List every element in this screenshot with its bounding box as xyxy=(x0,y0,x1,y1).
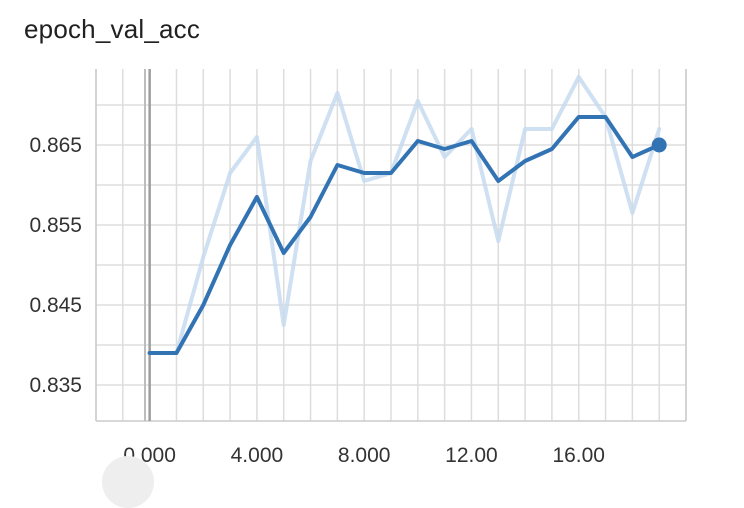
series-line-smoothed xyxy=(147,115,662,355)
x-tick-label: 12.00 xyxy=(445,444,498,467)
end-point-marker xyxy=(651,137,667,153)
axes xyxy=(95,69,687,422)
x-tick-label: 8.000 xyxy=(338,444,391,467)
y-tick-label: 0.855 xyxy=(29,214,82,237)
series-layer xyxy=(147,75,662,355)
y-tick-label: 0.845 xyxy=(29,294,82,317)
y-tick-label: 0.865 xyxy=(29,134,82,157)
chart-title: epoch_val_acc xyxy=(24,14,201,44)
x-tick-label: 16.00 xyxy=(552,444,605,467)
y-tick-label: 0.835 xyxy=(29,374,82,397)
grid xyxy=(95,69,687,421)
x-tick-label: 4.000 xyxy=(231,444,284,467)
series-line-raw xyxy=(147,75,662,355)
info-button-partial[interactable] xyxy=(102,456,154,508)
marker-layer xyxy=(651,137,667,153)
